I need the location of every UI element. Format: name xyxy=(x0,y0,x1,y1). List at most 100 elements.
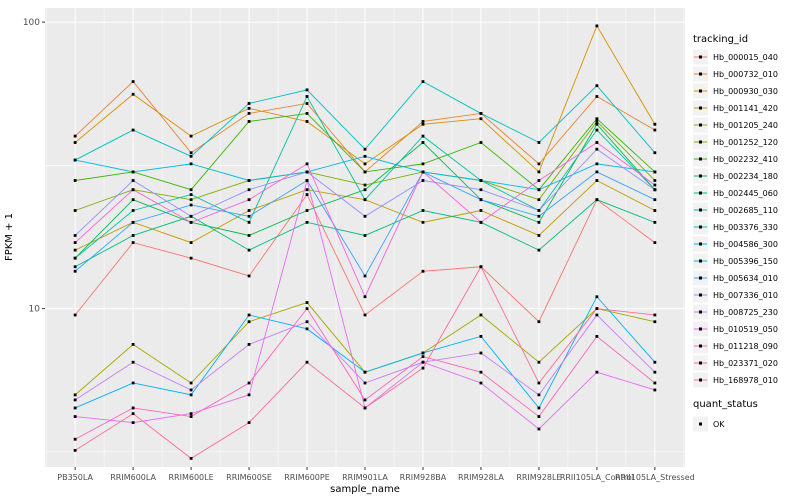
data-point xyxy=(305,162,309,166)
data-point xyxy=(421,141,425,144)
x-tick-label: RRIM600SE xyxy=(226,473,272,482)
x-tick-label: PB350LA xyxy=(57,473,93,482)
data-point xyxy=(305,95,309,98)
legend-item-label: Hb_011218_090 xyxy=(713,342,778,351)
data-point xyxy=(479,179,483,182)
data-point xyxy=(537,427,541,431)
data-point xyxy=(537,188,541,192)
data-point xyxy=(247,188,251,192)
data-point xyxy=(189,393,193,397)
data-point xyxy=(131,241,135,244)
data-point xyxy=(247,393,251,397)
data-point xyxy=(479,265,483,269)
legend-item-label: Hb_000015_040 xyxy=(713,53,778,62)
data-point xyxy=(653,188,657,192)
data-point xyxy=(73,393,77,397)
x-axis-title: sample_name xyxy=(330,484,400,495)
legend-item-label: Hb_002232_410 xyxy=(713,155,778,164)
data-point xyxy=(653,128,657,132)
data-point xyxy=(653,241,657,244)
data-point xyxy=(73,269,77,273)
data-point xyxy=(247,381,251,385)
data-point xyxy=(595,170,599,174)
data-point xyxy=(421,355,425,358)
data-point xyxy=(189,457,193,460)
data-point xyxy=(479,117,483,121)
legend-item-label: Hb_003376_330 xyxy=(713,223,778,232)
data-point xyxy=(421,80,425,83)
legend-point-icon xyxy=(699,361,702,365)
data-point xyxy=(363,295,367,299)
data-point xyxy=(595,128,599,132)
data-point xyxy=(537,381,541,385)
data-point xyxy=(247,274,251,278)
data-point xyxy=(537,141,541,144)
y-tick-label: 100 xyxy=(23,18,40,28)
data-point xyxy=(73,248,77,252)
data-point xyxy=(189,198,193,202)
data-point xyxy=(421,220,425,224)
data-point xyxy=(479,141,483,144)
data-point xyxy=(131,128,135,132)
legend-point-icon xyxy=(699,327,702,331)
data-point xyxy=(189,151,193,155)
data-point xyxy=(421,122,425,126)
data-point xyxy=(189,162,193,166)
data-point xyxy=(363,398,367,402)
data-point xyxy=(131,406,135,410)
legend-point-icon xyxy=(699,123,702,127)
data-point xyxy=(363,234,367,237)
legend-item-label: Hb_002445_060 xyxy=(713,189,778,198)
legend-item-label: Hb_000930_030 xyxy=(713,87,778,96)
data-point xyxy=(595,120,599,123)
legend-point-icon xyxy=(699,55,702,59)
data-point xyxy=(653,198,657,202)
data-point xyxy=(653,179,657,182)
data-point xyxy=(537,393,541,397)
data-point xyxy=(189,381,193,385)
legend-item-label: Hb_008725_230 xyxy=(713,308,778,317)
legend-shape-item-label: OK xyxy=(713,420,725,429)
data-point xyxy=(479,334,483,338)
legend-point-icon xyxy=(699,293,702,297)
data-point xyxy=(653,220,657,224)
data-point xyxy=(537,406,541,410)
data-point xyxy=(479,381,483,385)
data-point xyxy=(537,220,541,224)
data-point xyxy=(653,381,657,385)
data-point xyxy=(537,170,541,174)
legend-item-label: Hb_000732_010 xyxy=(713,70,778,79)
plot-area: 10 100 PB350LA RRIM600LA RRIM600LE RRIM600SE R… xyxy=(23,8,695,482)
legend-item-label: Hb_007336_010 xyxy=(713,291,778,300)
data-point xyxy=(189,415,193,418)
data-point xyxy=(479,370,483,374)
data-point xyxy=(653,320,657,324)
data-point xyxy=(653,183,657,187)
data-point xyxy=(247,320,251,324)
data-point xyxy=(189,220,193,224)
data-point xyxy=(305,88,309,92)
data-point xyxy=(363,154,367,158)
data-point xyxy=(653,122,657,126)
legend-point-icon xyxy=(699,344,702,348)
data-point xyxy=(131,421,135,425)
data-point xyxy=(305,188,309,192)
data-point xyxy=(73,256,77,260)
data-point xyxy=(305,179,309,182)
data-point xyxy=(131,381,135,385)
legend-color-title: tracking_id xyxy=(693,34,748,45)
data-point xyxy=(537,209,541,212)
data-point xyxy=(479,209,483,212)
data-point xyxy=(363,170,367,174)
data-point xyxy=(595,147,599,151)
data-point xyxy=(247,313,251,317)
data-point xyxy=(131,188,135,192)
legend-point-icon xyxy=(699,157,702,161)
data-point xyxy=(247,214,251,218)
data-point xyxy=(421,269,425,273)
data-point xyxy=(653,360,657,364)
data-point xyxy=(247,112,251,115)
x-tick-label: RRIM901LA xyxy=(342,473,388,482)
x-tick-label: RRIM600PE xyxy=(284,473,330,482)
data-point xyxy=(247,198,251,202)
